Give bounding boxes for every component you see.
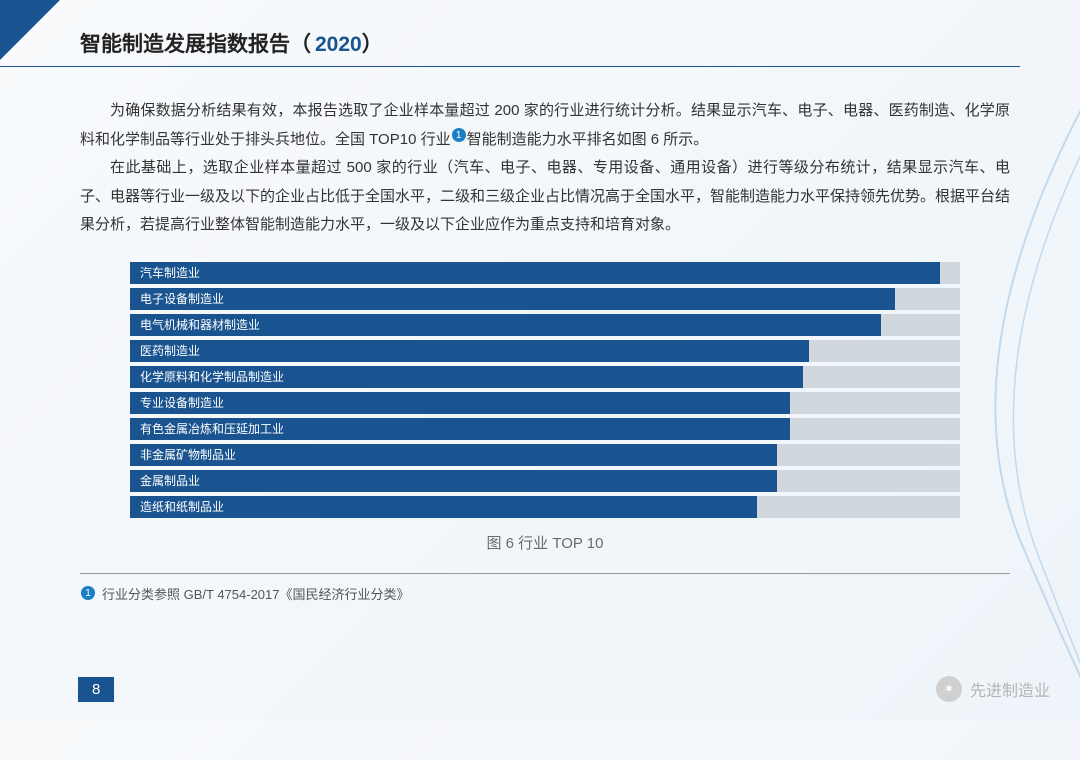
bar-row: 金属制品业	[130, 470, 960, 492]
bar-track	[305, 262, 960, 284]
bar-fill	[305, 496, 757, 518]
bar-row: 专业设备制造业	[130, 392, 960, 414]
bar-row: 化学原料和化学制品制造业	[130, 366, 960, 388]
footnote: 1 行业分类参照 GB/T 4754-2017《国民经济行业分类》	[0, 584, 1080, 603]
wechat-icon: ✶	[936, 676, 962, 702]
bar-label: 电子设备制造业	[130, 288, 305, 310]
paragraph-1: 为确保数据分析结果有效，本报告选取了企业样本量超过 200 家的行业进行统计分析…	[80, 97, 1010, 154]
bar-fill	[305, 470, 777, 492]
chart-caption: 图 6 行业 TOP 10	[80, 532, 1010, 553]
watermark: ✶ 先进制造业	[936, 676, 1050, 702]
bar-label: 电气机械和器材制造业	[130, 314, 305, 336]
bar-row: 医药制造业	[130, 340, 960, 362]
bar-track	[305, 470, 960, 492]
bar-row: 汽车制造业	[130, 262, 960, 284]
bar-label: 汽车制造业	[130, 262, 305, 284]
bar-label: 造纸和纸制品业	[130, 496, 305, 518]
bar-track	[305, 496, 960, 518]
footnote-text: 行业分类参照 GB/T 4754-2017《国民经济行业分类》	[102, 584, 410, 603]
bar-row: 电气机械和器材制造业	[130, 314, 960, 336]
corner-decoration	[0, 0, 60, 60]
bar-label: 有色金属冶炼和压延加工业	[130, 418, 305, 440]
top10-bar-chart: 汽车制造业电子设备制造业电气机械和器材制造业医药制造业化学原料和化学制品制造业专…	[130, 262, 960, 518]
bar-track	[305, 444, 960, 466]
report-title-close: ）	[362, 28, 383, 58]
bar-track	[305, 340, 960, 362]
bar-label: 金属制品业	[130, 470, 305, 492]
bar-fill	[305, 288, 895, 310]
bar-row: 电子设备制造业	[130, 288, 960, 310]
page-number: 8	[78, 677, 114, 702]
footnote-divider	[80, 573, 1010, 574]
report-year: 2020	[315, 33, 362, 57]
bar-fill	[305, 366, 803, 388]
bar-track	[305, 314, 960, 336]
bar-track	[305, 288, 960, 310]
bar-label: 专业设备制造业	[130, 392, 305, 414]
paragraph-2: 在此基础上，选取企业样本量超过 500 家的行业（汽车、电子、电器、专用设备、通…	[80, 154, 1010, 240]
bar-fill	[305, 314, 881, 336]
paragraph-1b: 智能制造能力水平排名如图 6 所示。	[467, 131, 709, 148]
bar-track	[305, 366, 960, 388]
watermark-text: 先进制造业	[970, 677, 1050, 701]
bar-fill	[305, 340, 809, 362]
bar-track	[305, 418, 960, 440]
footnote-number-icon: 1	[81, 586, 95, 600]
bar-fill	[305, 262, 940, 284]
bar-row: 非金属矿物制品业	[130, 444, 960, 466]
bar-row: 造纸和纸制品业	[130, 496, 960, 518]
page-header: 智能制造发展指数报告（ 2020 ）	[0, 0, 1020, 67]
bar-label: 医药制造业	[130, 340, 305, 362]
bar-track	[305, 392, 960, 414]
bar-fill	[305, 418, 790, 440]
footnote-marker-icon: 1	[452, 128, 466, 142]
bar-fill	[305, 392, 790, 414]
bar-fill	[305, 444, 777, 466]
bar-label: 非金属矿物制品业	[130, 444, 305, 466]
bar-row: 有色金属冶炼和压延加工业	[130, 418, 960, 440]
report-title: 智能制造发展指数报告（	[80, 28, 311, 58]
body-content: 为确保数据分析结果有效，本报告选取了企业样本量超过 200 家的行业进行统计分析…	[0, 67, 1080, 553]
bar-label: 化学原料和化学制品制造业	[130, 366, 305, 388]
